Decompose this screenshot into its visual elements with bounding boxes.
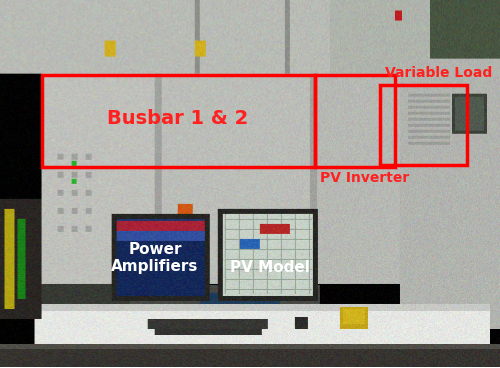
Bar (42, 75, 315, 167)
Bar (315, 75, 395, 167)
Text: PV Model: PV Model (230, 261, 310, 276)
Text: Busbar 1 & 2: Busbar 1 & 2 (108, 109, 248, 127)
Bar (380, 85, 467, 165)
Text: Variable Load: Variable Load (385, 66, 492, 80)
Text: PV Inverter: PV Inverter (320, 171, 409, 185)
Text: Power
Amplifiers: Power Amplifiers (112, 242, 198, 274)
